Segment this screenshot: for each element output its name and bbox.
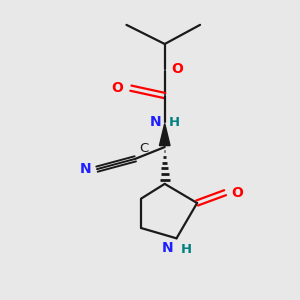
Text: N: N	[150, 115, 161, 129]
Text: O: O	[112, 81, 124, 95]
Text: H: H	[181, 243, 192, 256]
Text: N: N	[161, 241, 173, 255]
Text: O: O	[171, 62, 183, 76]
Text: N: N	[80, 162, 91, 176]
Polygon shape	[159, 124, 170, 146]
Text: H: H	[169, 116, 180, 128]
Text: O: O	[232, 186, 243, 200]
Text: C: C	[140, 142, 149, 155]
